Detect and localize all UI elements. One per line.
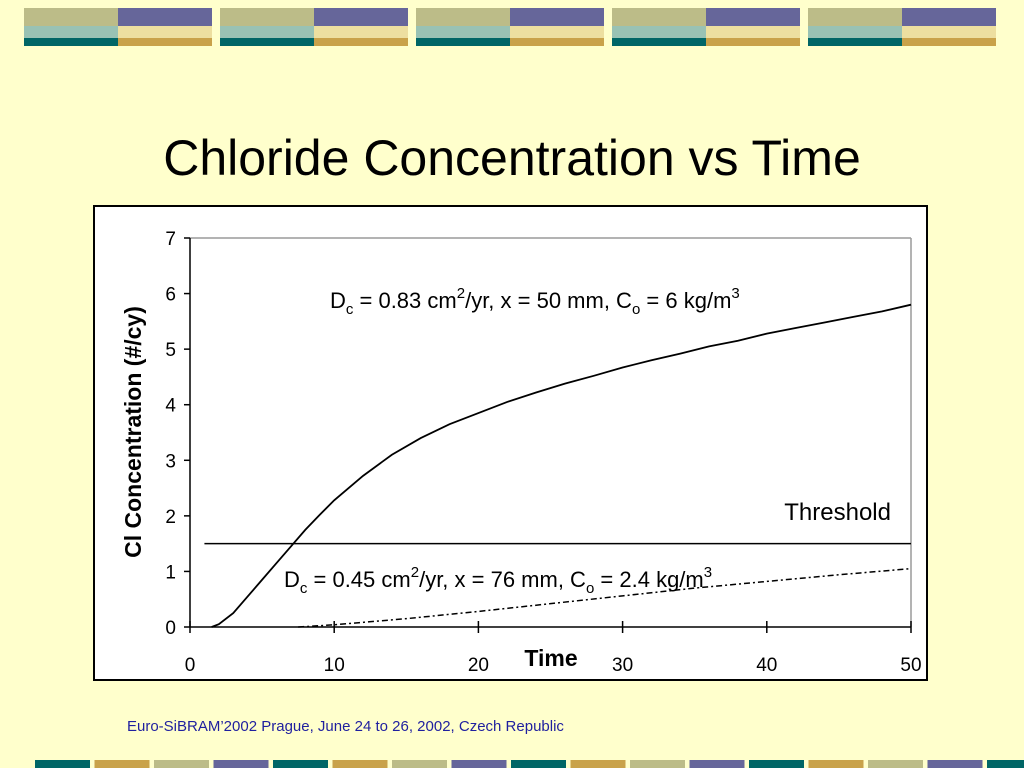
bottom-band-block [154,760,209,768]
top-band-block [416,8,604,46]
bottom-band-block [213,760,269,768]
threshold-label: Threshold [784,499,891,526]
x-tick-label: 40 [756,655,777,676]
bottom-band-block [689,760,745,768]
series-2-line [298,567,912,628]
y-tick-label: 2 [165,507,176,528]
y-tick-label: 5 [165,340,176,361]
bottom-band-block [630,760,685,768]
series-1-label: Dc = 0.83 cm2/yr, x = 50 mm, Co = 6 kg/m… [330,285,740,318]
x-tick-label: 0 [185,655,196,676]
series-2-label: Dc = 0.45 cm2/yr, x = 76 mm, Co = 2.4 kg… [284,564,712,597]
top-decorative-band [24,8,996,46]
slide-footer: Euro-SiBRAM’2002 Prague, June 24 to 26, … [127,718,564,735]
x-axis-label: Time [524,645,577,671]
y-tick-label: 6 [165,285,176,306]
bottom-band-block [749,760,804,768]
chart: 0 1 2 3 4 5 6 7 0 10 20 30 40 50 Threshold Dc = 0.83… [120,229,922,676]
bottom-band-block [273,760,328,768]
top-band-block [24,8,212,46]
bottom-band-block [332,760,388,768]
top-band-block [808,8,996,46]
bottom-band-block [927,760,983,768]
x-tick-label: 50 [900,655,921,676]
bottom-decorative-band [35,760,1024,768]
chart-frame: 0 1 2 3 4 5 6 7 0 10 20 30 40 50 Threshold Dc = 0.83… [93,205,928,681]
y-tick-label: 3 [165,451,176,472]
y-tick-label: 7 [165,229,176,250]
y-tick-label: 4 [165,396,176,417]
bottom-band-block [987,760,1024,768]
bottom-band-block [868,760,923,768]
top-band-block [220,8,408,46]
y-tick-label: 1 [165,562,176,583]
top-band-block [612,8,800,46]
bottom-band-block [392,760,447,768]
bottom-band-block [570,760,626,768]
bottom-band-block [94,760,150,768]
slide-title: Chloride Concentration vs Time [163,130,861,186]
x-tick-label: 30 [612,655,633,676]
y-tick-label: 0 [165,618,176,639]
bottom-band-block [35,760,90,768]
bottom-band-block [808,760,864,768]
x-tick-label: 20 [468,655,489,676]
series-1-line [211,303,912,628]
bottom-band-block [511,760,566,768]
y-axis-label: Cl Concentration (#/cy) [120,306,146,558]
x-tick-label: 10 [324,655,345,676]
bottom-band-block [451,760,507,768]
